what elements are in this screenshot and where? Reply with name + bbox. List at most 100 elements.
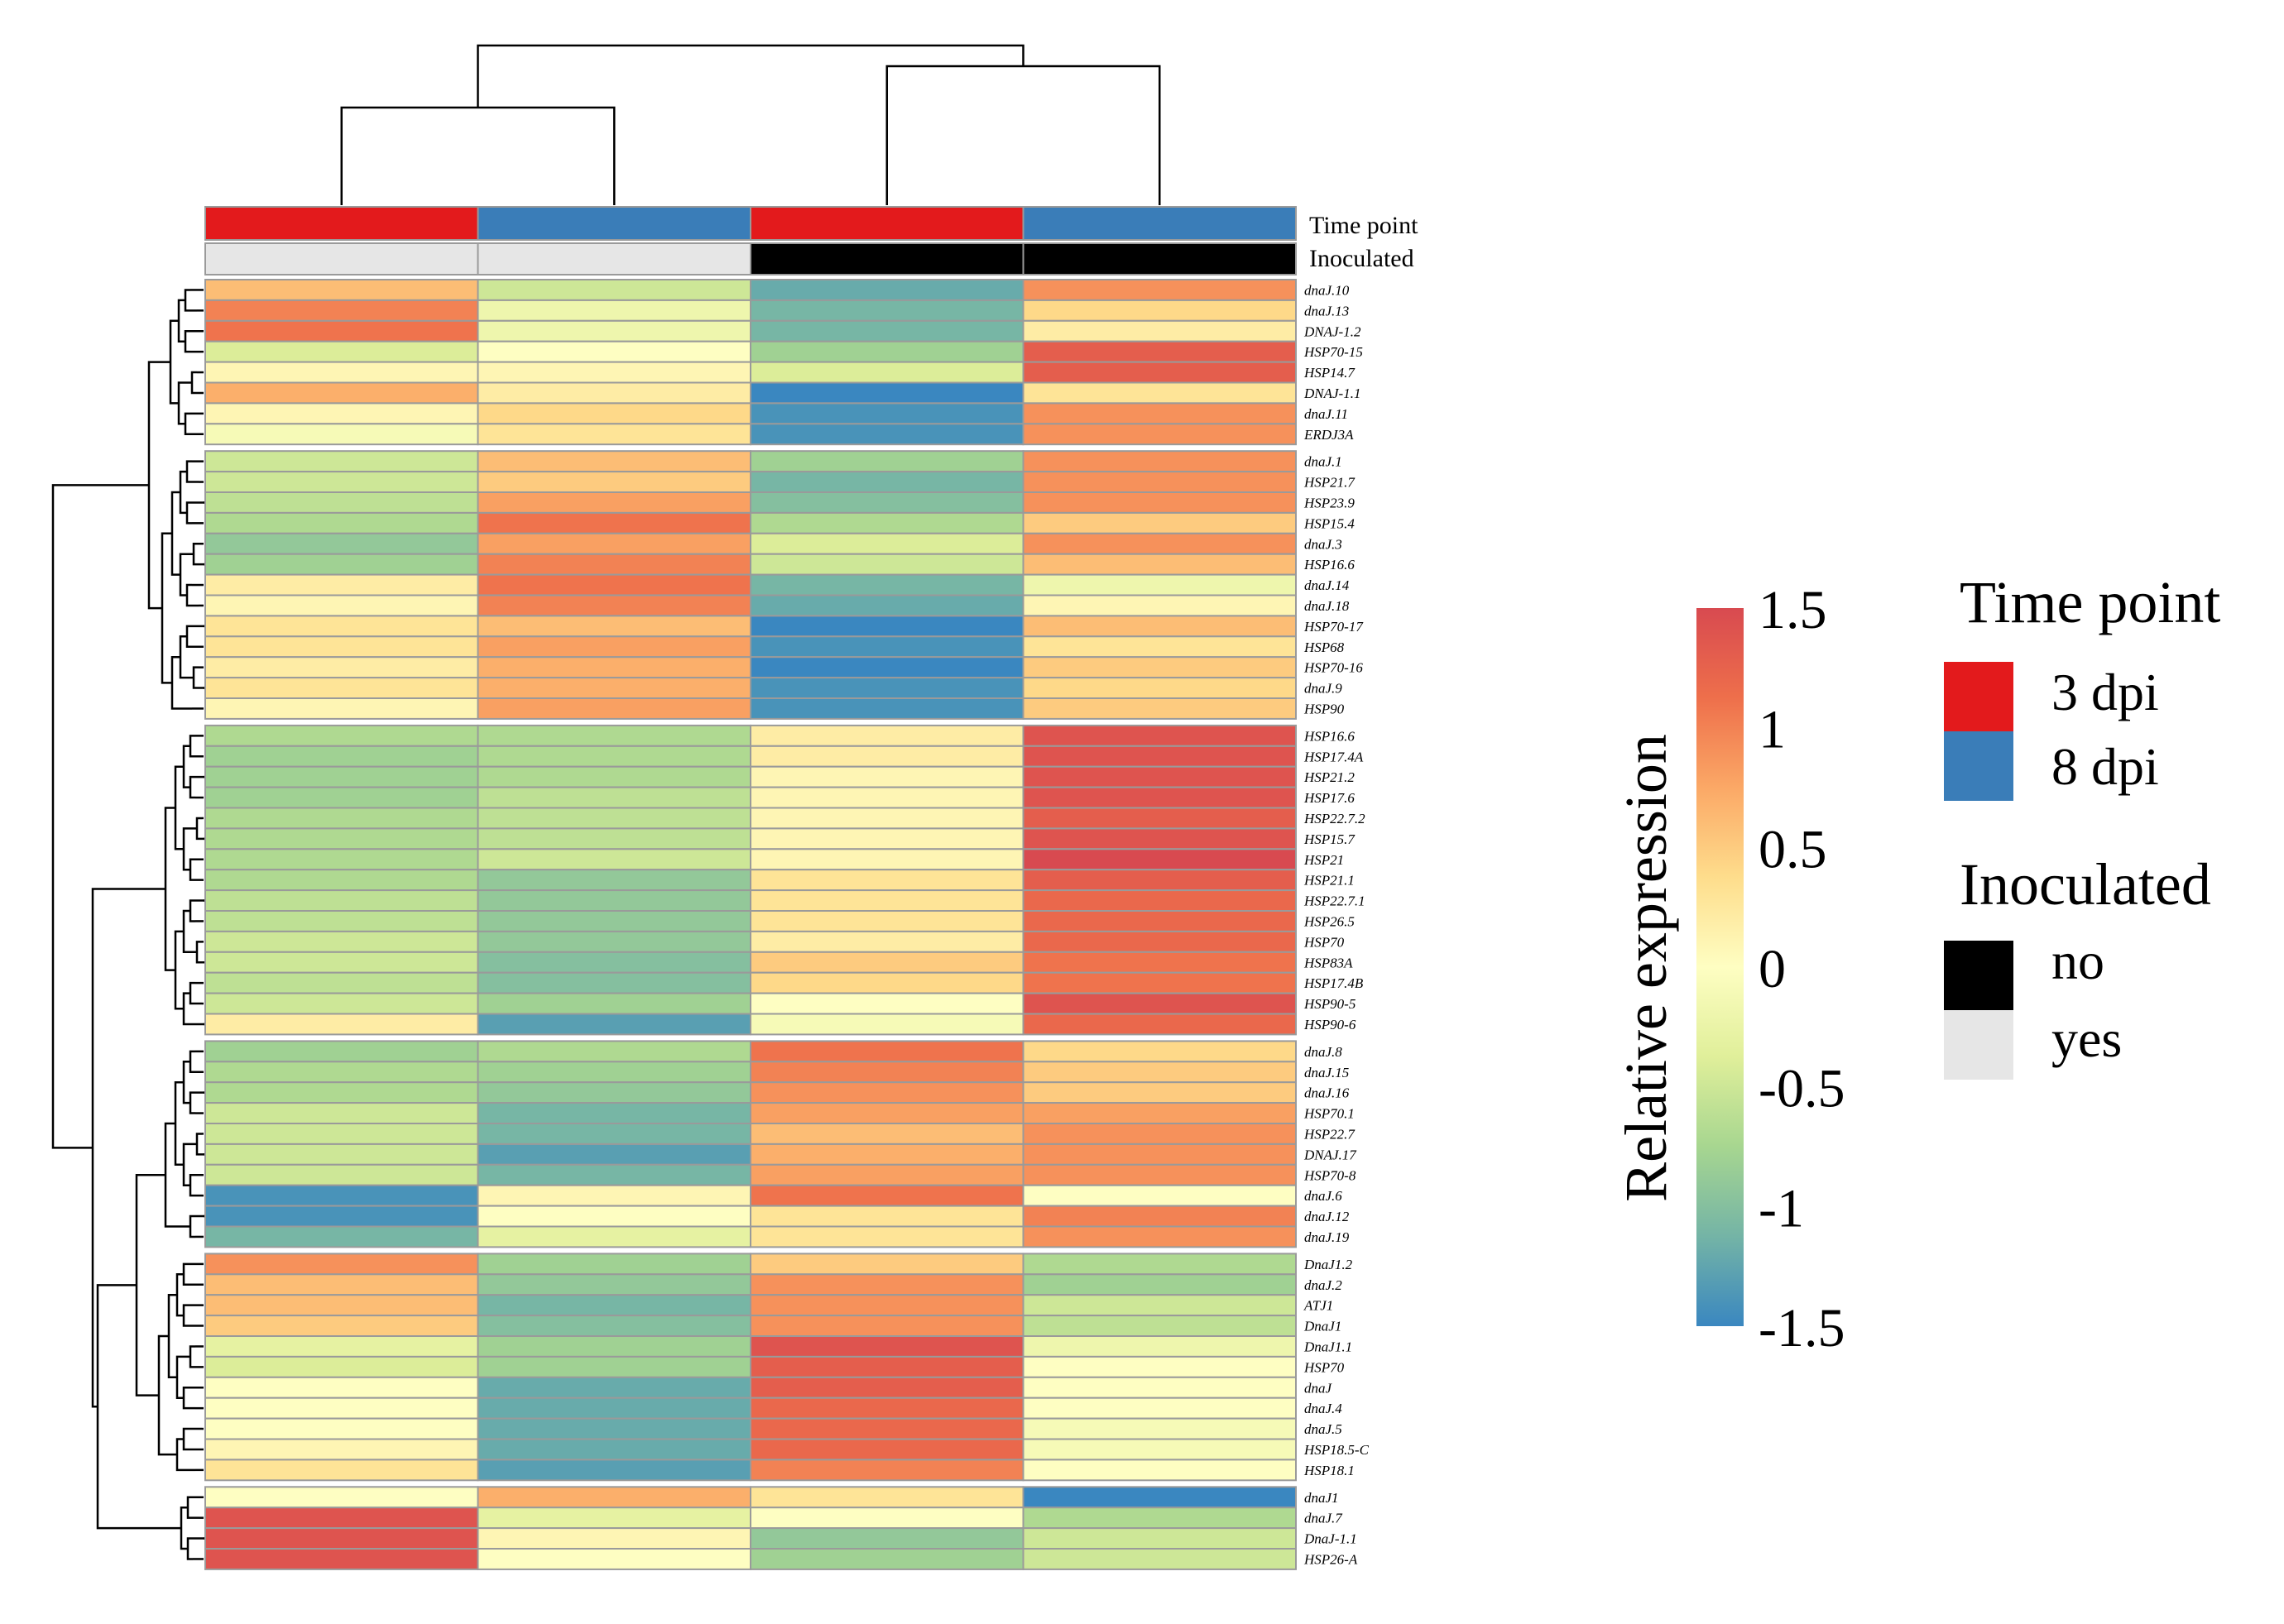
heatmap-cell <box>204 573 479 596</box>
dendrogram-branch <box>189 1050 202 1073</box>
gene-label: HSP17.6 <box>1303 790 1355 806</box>
gene-label: DnaJ-1.1 <box>1303 1531 1357 1547</box>
heatmap-cell <box>204 765 479 788</box>
heatmap-cell <box>750 827 1024 850</box>
heatmap-cell <box>477 553 751 576</box>
heatmap-cell <box>1022 1417 1297 1440</box>
gene-label: HSP70 <box>1303 1359 1345 1375</box>
heatmap-cell <box>1022 1294 1297 1317</box>
heatmap-cell <box>204 1355 479 1378</box>
heatmap-cell <box>1022 1396 1297 1420</box>
heatmap-cell <box>204 1102 479 1124</box>
heatmap-cell <box>204 745 479 768</box>
heatmap-cell <box>204 1040 479 1063</box>
heatmap-cell <box>204 279 479 301</box>
heatmap-cells <box>204 279 1297 1570</box>
heatmap-cell <box>477 340 751 363</box>
gene-label: dnaJ.7 <box>1304 1511 1343 1526</box>
heatmap-cell <box>1022 1081 1297 1104</box>
colorbar-label: Relative expression <box>1613 734 1679 1202</box>
heatmap-cell <box>477 319 751 343</box>
heatmap-cell <box>204 971 479 994</box>
heatmap-cell <box>204 319 479 343</box>
heatmap-cell <box>750 889 1024 912</box>
column-dendrogram <box>340 44 1161 205</box>
heatmap-cell <box>750 635 1024 659</box>
dendrogram-branch <box>170 655 192 710</box>
heatmap-cell <box>204 615 479 638</box>
heatmap-cell <box>750 1459 1024 1482</box>
heatmap-cell <box>204 1143 479 1166</box>
dendrogram-branch <box>340 106 616 205</box>
gene-label: dnaJ.6 <box>1304 1188 1342 1204</box>
heatmap-cell <box>477 1102 751 1124</box>
heatmap-cell <box>477 1061 751 1084</box>
dendrogram-branch <box>192 543 205 566</box>
heatmap-cell <box>477 1123 751 1145</box>
heatmap-cell <box>477 1205 751 1228</box>
heatmap-cell <box>204 1163 479 1186</box>
dendrogram-branch <box>170 491 180 576</box>
heatmap-cell <box>1022 1061 1297 1084</box>
gene-label: dnaJ <box>1304 1380 1333 1396</box>
heatmap-cell <box>204 1417 479 1440</box>
heatmap-cell <box>750 807 1024 830</box>
heatmap-cell <box>1022 869 1297 892</box>
heatmap-cell <box>1022 1184 1297 1207</box>
heatmap-cell <box>477 724 751 747</box>
heatmap-cell <box>204 532 479 555</box>
gene-label: HSP21.2 <box>1303 769 1355 785</box>
heatmap-cell <box>750 1184 1024 1207</box>
dendrogram-branch <box>164 807 175 971</box>
heatmap-cell <box>477 1315 751 1337</box>
colorbar-tick-label: -0.5 <box>1759 1059 1845 1119</box>
heatmap-cell <box>204 1123 479 1145</box>
gene-label: dnaJ.15 <box>1304 1065 1349 1080</box>
dendrogram-branch <box>182 1262 195 1286</box>
gene-label: DNAJ-1.2 <box>1303 323 1361 339</box>
heatmap-cell <box>477 615 751 638</box>
dendrogram-branch <box>186 1537 206 1560</box>
heatmap-cell <box>204 340 479 363</box>
heatmap-cell <box>204 724 479 747</box>
heatmap-cell <box>750 615 1024 638</box>
heatmap-cell <box>1022 553 1297 576</box>
legend-swatch-3dpi <box>1944 662 2013 731</box>
heatmap-cell <box>1022 677 1297 699</box>
heatmap-cell <box>477 1396 751 1420</box>
heatmap-cell <box>204 1527 479 1550</box>
heatmap-cell <box>750 1102 1024 1124</box>
dendrogram-branch <box>189 735 202 758</box>
heatmap-cell <box>477 511 751 534</box>
dendrogram-branch <box>147 361 170 610</box>
colorbar-ticks: 1.5 1 0.5 0 -0.5 -1 -1.5 <box>1759 580 1845 1358</box>
heatmap-cell <box>477 1143 751 1166</box>
gene-label: dnaJ.10 <box>1304 282 1350 298</box>
heatmap-cell <box>750 1355 1024 1378</box>
heatmap-cell <box>204 1294 479 1317</box>
colorbar-tick-label: 0.5 <box>1759 819 1827 879</box>
heatmap-cell <box>750 381 1024 405</box>
heatmap-cell <box>477 745 751 768</box>
dendrogram-branch <box>189 981 202 1005</box>
heatmap-cell <box>750 1294 1024 1317</box>
heatmap-cell <box>204 1507 479 1530</box>
dendrogram-branch <box>185 460 199 483</box>
gene-label: dnaJ.3 <box>1304 536 1342 552</box>
heatmap-cell <box>750 1486 1024 1509</box>
gene-label: HSP22.7 <box>1303 1126 1356 1142</box>
time-point-bar <box>1022 206 1297 241</box>
gene-label: HSP83A <box>1303 955 1353 970</box>
gene-label: HSP21.1 <box>1303 873 1355 889</box>
colorbar-tick-label: 0 <box>1759 939 1786 999</box>
heatmap-cell <box>1022 381 1297 405</box>
heatmap-cell <box>1022 1507 1297 1530</box>
time-point-bar <box>750 206 1024 241</box>
gene-label: DnaJ1.1 <box>1303 1339 1352 1354</box>
heatmap-cell <box>750 1438 1024 1461</box>
heatmap-cell <box>1022 786 1297 809</box>
legend-label-no: no <box>2051 932 2104 990</box>
heatmap-cell <box>204 381 479 405</box>
heatmap-cell <box>750 848 1024 871</box>
heatmap-cell <box>750 1081 1024 1104</box>
